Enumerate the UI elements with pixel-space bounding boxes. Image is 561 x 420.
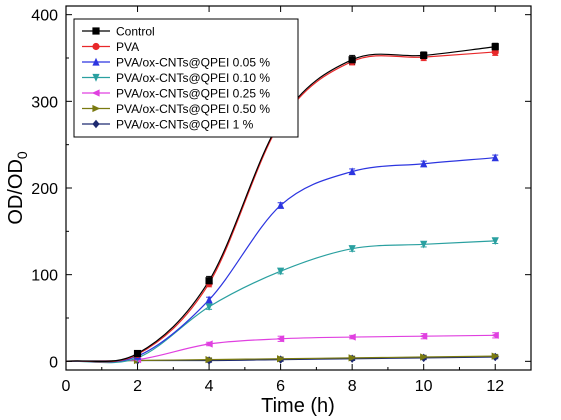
data-point-pva-ox-cnts-qpei-0-25 [276, 335, 285, 343]
series-markers [133, 43, 500, 365]
y-tick-label: 300 [31, 94, 58, 111]
legend-label-pva-ox-cnts-qpei-0-50: PVA/ox-CNTs@QPEI 0.50 % [116, 102, 270, 116]
y-axis-title: OD/OD0 [5, 151, 30, 225]
legend-label-pva-ox-cnts-qpei-0-05: PVA/ox-CNTs@QPEI 0.05 % [116, 56, 270, 70]
data-point-pva-ox-cnts-qpei-0-05 [420, 159, 428, 168]
data-point-pva-ox-cnts-qpei-0-10 [491, 237, 499, 246]
x-tick-label: 2 [133, 378, 142, 395]
legend-label-pva: PVA [116, 40, 139, 54]
data-point-control [491, 43, 499, 51]
legend-box [73, 18, 299, 138]
legend-marker-pva-ox-cnts-qpei-1 [92, 119, 100, 129]
legend-label-pva-ox-cnts-qpei-1: PVA/ox-CNTs@QPEI 1 % [116, 118, 254, 132]
y-tick-label: 200 [31, 181, 58, 198]
y-axis-ticks: 0 100 200 300 400 [31, 8, 531, 371]
y-axis-title-subscript: 0 [14, 151, 30, 159]
x-tick-label: 6 [276, 378, 285, 395]
data-point-pva-ox-cnts-qpei-0-25 [491, 331, 499, 339]
x-tick-label: 10 [415, 378, 433, 395]
data-point-pva-ox-cnts-qpei-0-50 [205, 356, 214, 364]
data-point-pva-ox-cnts-qpei-0-05 [348, 167, 356, 176]
series-line-pva-ox-cnts-qpei-0-10 [65, 240, 496, 364]
legend-marker-pva-ox-cnts-qpei-0-50 [92, 104, 101, 113]
x-axis-ticks: 0 2 4 6 8 10 12 [62, 6, 504, 395]
data-point-pva-ox-cnts-qpei-0-50 [277, 355, 285, 363]
data-point-pva-ox-cnts-qpei-0-25 [347, 333, 356, 341]
x-tick-label: 4 [205, 378, 214, 395]
data-point-control [348, 56, 356, 64]
data-point-pva-ox-cnts-qpei-0-25 [204, 340, 213, 348]
data-point-pva-ox-cnts-qpei-0-10 [277, 267, 285, 276]
y-tick-label: 0 [49, 354, 58, 371]
legend-label-pva-ox-cnts-qpei-0-10: PVA/ox-CNTs@QPEI 0.10 % [116, 71, 270, 85]
data-point-control [420, 51, 428, 59]
legend-marker-pva-ox-cnts-qpei-0-25 [91, 89, 100, 97]
data-point-pva-ox-cnts-qpei-0-50 [348, 354, 357, 362]
data-point-pva-ox-cnts-qpei-0-05 [277, 201, 285, 209]
data-point-pva-ox-cnts-qpei-0-05 [205, 295, 213, 304]
data-point-pva-ox-cnts-qpei-0-50 [420, 353, 428, 361]
x-axis-title: Time (h) [261, 395, 335, 417]
legend-label-pva-ox-cnts-qpei-0-25: PVA/ox-CNTs@QPEI 0.25 % [116, 87, 270, 101]
x-tick-label: 12 [486, 378, 504, 395]
x-tick-label: 0 [62, 378, 71, 395]
data-point-control [133, 349, 142, 358]
legend-marker-control [92, 27, 100, 35]
data-point-pva-ox-cnts-qpei-0-50 [491, 352, 500, 360]
y-tick-label: 400 [31, 8, 58, 25]
y-tick-label: 100 [31, 268, 58, 285]
data-point-pva-ox-cnts-qpei-0-05 [491, 153, 499, 162]
x-tick-label: 8 [348, 378, 357, 395]
data-point-pva-ox-cnts-qpei-0-10 [420, 240, 428, 249]
legend-marker-pva [92, 42, 100, 51]
data-point-pva-ox-cnts-qpei-0-10 [205, 303, 213, 311]
data-point-pva-ox-cnts-qpei-0-10 [348, 245, 356, 253]
legend-marker-pva-ox-cnts-qpei-0-10 [92, 73, 100, 82]
legend-marker-pva-ox-cnts-qpei-0-05 [92, 57, 100, 66]
data-point-control [205, 277, 213, 285]
legend-label-control: Control [116, 25, 155, 39]
data-point-pva-ox-cnts-qpei-0-25 [419, 332, 428, 340]
y-axis-title-main: OD/OD [5, 159, 27, 225]
series-line-pva-ox-cnts-qpei-0-05 [65, 157, 496, 363]
